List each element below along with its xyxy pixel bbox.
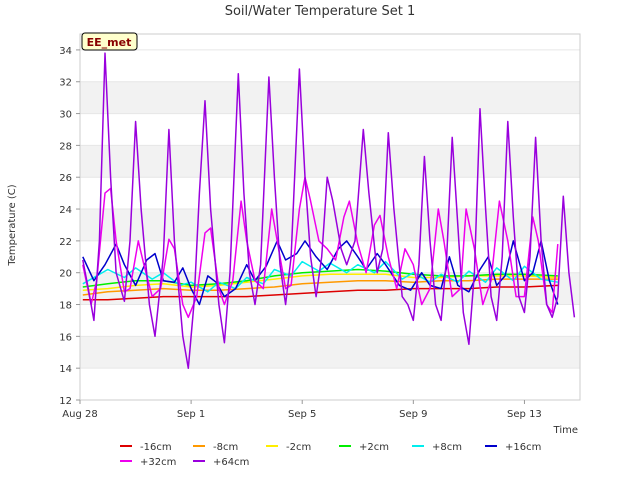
x-tick-label: Sep 1 [177,409,205,420]
legend-label: -16cm [140,442,172,453]
site-label-background [81,32,138,51]
series-line-+16cm [82,240,559,306]
grid-band [80,336,580,369]
site-label-box: EE_met [81,32,138,51]
legend-label: +64cm [213,457,249,468]
y-tick-label: 26 [59,173,72,184]
legend-label: +8cm [432,442,462,453]
site-label: EE_met [87,36,132,49]
y-tick-label: 22 [59,237,72,248]
grid-band [80,145,580,178]
chart-title: Soil/Water Temperature Set 1 [225,4,416,19]
x-tick-label: Sep 9 [399,409,427,420]
y-tick-label: 28 [59,141,72,152]
y-axis-label: Temperature (C) [7,184,18,266]
x-tick-label: Sep 5 [288,409,316,420]
legend-label: -2cm [286,442,311,453]
series-line-+64cm [82,52,576,369]
x-axis-label: Time [553,425,578,436]
legend-label: +2cm [359,442,389,453]
grid-bands [80,49,580,401]
y-tick-label: 20 [59,269,72,280]
grid-band [80,81,580,114]
y-axis: 12 14 16 18 20 22 24 26 28 30 32 34 [59,46,80,407]
legend: -16cm -8cm -2cm +2cm +8cm +16cm +32cm +64cm [120,442,541,468]
plot-frame [79,33,581,401]
y-tick-label: 12 [59,396,72,407]
y-tick-label: 32 [59,78,72,89]
series-lines [82,52,576,369]
y-tick-label: 18 [59,301,72,312]
y-tick-label: 30 [59,110,72,121]
y-tick-label: 16 [59,332,72,343]
series-line-+32cm [82,176,559,319]
x-axis: Aug 28 Sep 1 Sep 5 Sep 9 Sep 13 [62,400,542,420]
legend-label: -8cm [213,442,238,453]
y-tick-label: 34 [59,46,72,57]
y-tick-label: 24 [59,205,72,216]
x-tick-label: Sep 13 [507,409,542,420]
y-tick-label: 14 [59,364,72,375]
legend-label: +16cm [505,442,541,453]
x-tick-label: Aug 28 [62,409,97,420]
legend-label: +32cm [140,457,176,468]
